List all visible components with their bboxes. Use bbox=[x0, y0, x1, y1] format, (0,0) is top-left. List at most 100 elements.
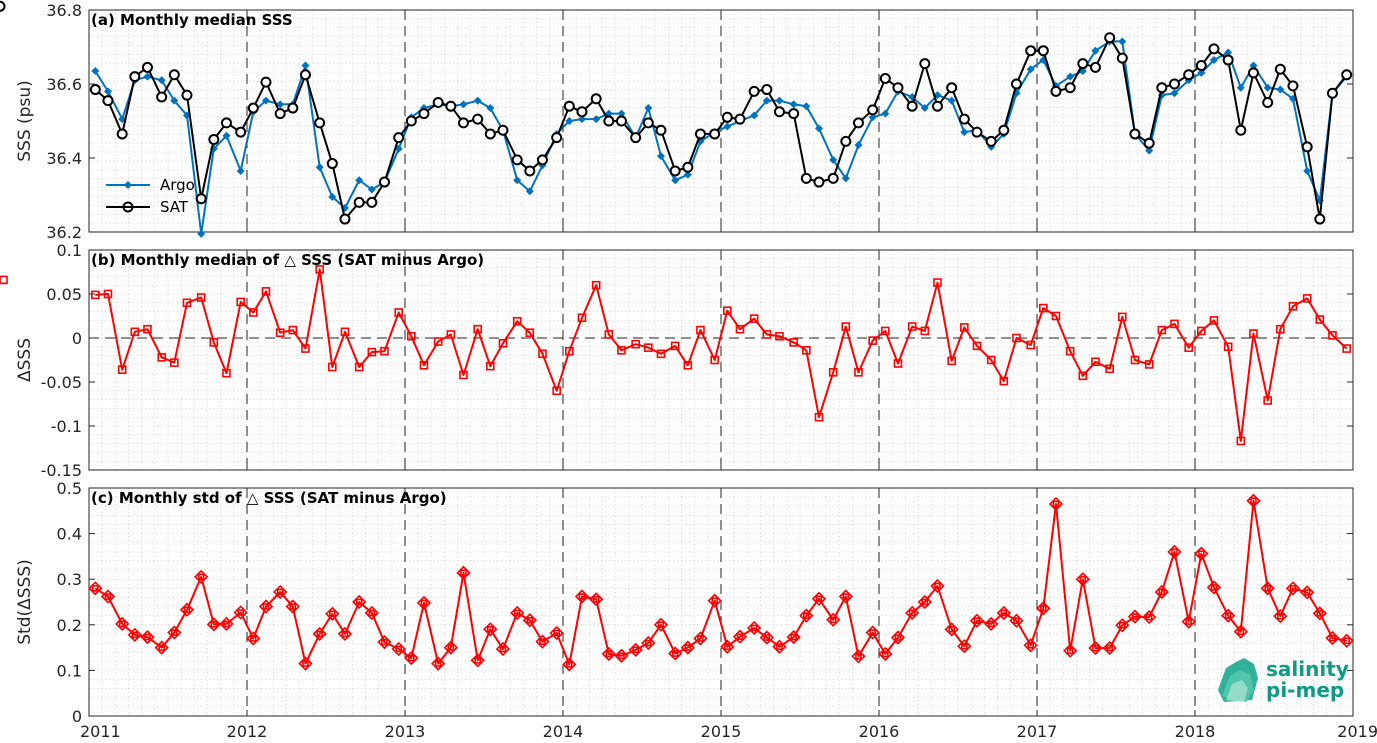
data-point bbox=[644, 343, 653, 352]
data-point bbox=[197, 229, 206, 238]
data-point bbox=[735, 324, 745, 334]
data-point bbox=[1118, 312, 1127, 322]
data-point bbox=[971, 126, 983, 138]
data-point bbox=[656, 349, 666, 359]
data-point bbox=[549, 625, 564, 641]
data-point bbox=[630, 132, 642, 144]
data-point bbox=[525, 328, 535, 338]
data-point bbox=[615, 115, 627, 127]
data-point bbox=[470, 653, 485, 668]
data-point bbox=[522, 613, 537, 628]
data-point bbox=[299, 69, 311, 81]
data-point bbox=[734, 113, 746, 125]
data-point bbox=[1263, 83, 1272, 92]
data-point bbox=[854, 368, 863, 377]
data-point bbox=[170, 358, 179, 367]
data-point bbox=[181, 89, 193, 101]
data-point bbox=[1221, 608, 1236, 623]
data-point bbox=[354, 362, 364, 372]
data-point bbox=[143, 324, 152, 334]
data-point bbox=[1312, 606, 1327, 621]
data-point bbox=[116, 128, 128, 140]
data-point bbox=[565, 117, 574, 125]
data-point bbox=[574, 589, 590, 604]
data-point bbox=[1287, 80, 1299, 92]
data-point bbox=[393, 132, 405, 144]
data-point bbox=[1208, 43, 1220, 55]
data-point bbox=[1260, 581, 1275, 596]
data-point bbox=[1142, 609, 1157, 625]
data-point bbox=[867, 104, 879, 116]
data-point bbox=[1233, 624, 1248, 639]
y-axis-label: ΔSSS bbox=[15, 338, 35, 382]
data-point bbox=[933, 278, 942, 287]
data-point bbox=[407, 331, 416, 341]
data-point bbox=[179, 602, 195, 617]
data-point bbox=[1025, 45, 1037, 57]
data-point bbox=[868, 336, 877, 345]
data-point bbox=[696, 325, 705, 335]
series-p2 bbox=[88, 493, 1354, 672]
data-point bbox=[325, 606, 340, 621]
data-point bbox=[513, 176, 522, 185]
data-point bbox=[709, 128, 721, 140]
data-point bbox=[960, 323, 969, 332]
data-point bbox=[841, 322, 851, 331]
data-point bbox=[130, 327, 140, 337]
data-point bbox=[1235, 124, 1247, 136]
data-point bbox=[486, 361, 495, 371]
legend-label-argo: Argo bbox=[160, 176, 195, 194]
y-axis-label: SSS (psu) bbox=[15, 80, 35, 161]
data-point bbox=[443, 640, 458, 655]
data-point bbox=[551, 132, 563, 144]
data-point bbox=[432, 97, 444, 108]
data-point bbox=[958, 113, 970, 125]
salinity-pimep-logo: salinity pi-mep bbox=[1218, 657, 1349, 702]
series-p1 bbox=[0, 265, 1351, 446]
data-point bbox=[157, 353, 166, 362]
data-point bbox=[1066, 72, 1075, 81]
data-point bbox=[775, 331, 784, 341]
data-point bbox=[261, 287, 271, 296]
data-point bbox=[473, 324, 482, 334]
data-point bbox=[552, 386, 561, 396]
data-point bbox=[196, 293, 206, 302]
data-point bbox=[89, 84, 101, 96]
data-point bbox=[710, 355, 719, 365]
data-point bbox=[1197, 68, 1206, 77]
data-point bbox=[671, 176, 680, 185]
data-point bbox=[459, 370, 468, 380]
data-point bbox=[1301, 141, 1313, 153]
data-point bbox=[827, 172, 839, 184]
panel-b: -0.15 -0.1 -0.05 0 0.05 0.1 ΔSSS (b) Monthly me… bbox=[0, 241, 1354, 480]
data-point bbox=[129, 71, 141, 83]
data-point bbox=[247, 102, 259, 114]
data-point bbox=[1154, 584, 1169, 600]
data-point bbox=[115, 616, 130, 632]
data-point bbox=[495, 641, 511, 657]
data-point bbox=[91, 67, 100, 76]
data-point bbox=[1167, 544, 1182, 559]
data-point bbox=[868, 113, 877, 122]
data-point bbox=[1170, 89, 1179, 98]
data-point bbox=[127, 627, 142, 642]
data-point bbox=[1209, 55, 1218, 64]
data-point bbox=[524, 165, 536, 177]
data-point bbox=[786, 629, 801, 645]
data-point bbox=[802, 346, 811, 355]
data-point bbox=[814, 412, 824, 422]
data-point bbox=[670, 341, 680, 351]
data-point bbox=[1026, 340, 1035, 350]
data-point bbox=[653, 617, 669, 632]
series-sat bbox=[0, 0, 1353, 225]
data-point bbox=[682, 161, 694, 173]
data-point bbox=[1091, 46, 1100, 55]
y-tick-label: 36.4 bbox=[46, 149, 82, 168]
data-point bbox=[418, 108, 430, 120]
data-point bbox=[103, 289, 113, 299]
data-point bbox=[260, 76, 272, 88]
data-point bbox=[854, 141, 863, 150]
y-tick-label: 0.1 bbox=[57, 661, 82, 680]
data-point bbox=[206, 617, 221, 632]
